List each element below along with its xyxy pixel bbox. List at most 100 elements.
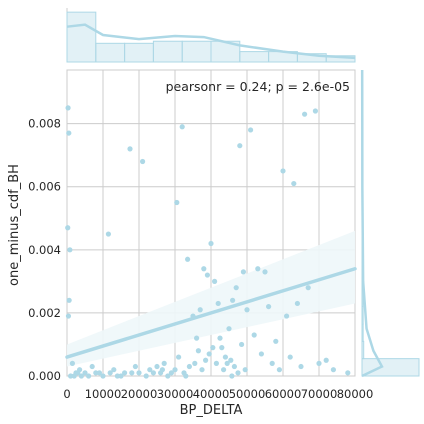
regression-ci-band <box>67 230 355 367</box>
regression-line-group <box>65 266 357 359</box>
scatter-point <box>68 373 74 379</box>
scatter-point <box>197 307 203 313</box>
right-marginal-histogram <box>360 69 420 378</box>
scatter-point <box>107 370 113 376</box>
scatter-point <box>165 373 171 379</box>
y-tick-labels: 0.000 0.002 0.004 0.006 0.008 <box>28 117 61 383</box>
top-hist-bar <box>152 40 183 63</box>
x-tick-label: 30000 <box>157 387 194 401</box>
scatter-point <box>224 360 230 366</box>
scatter-point <box>71 373 77 379</box>
x-tick-labels: 0 10000 20000 30000 40000 50000 60000 70000 8000… <box>63 387 373 401</box>
scatter-point <box>219 345 225 351</box>
y-tick-label: 0.002 <box>28 306 61 320</box>
top-hist-bar <box>66 11 97 63</box>
scatter-point <box>192 360 198 366</box>
scatter-point <box>280 168 286 174</box>
scatter-point <box>206 351 212 357</box>
scatter-point <box>201 266 207 272</box>
scatter-point <box>127 146 133 152</box>
scatter-point <box>233 285 239 291</box>
top-hist-bar <box>181 40 212 63</box>
x-tick-label: 50000 <box>229 387 266 401</box>
scatter-point <box>111 367 117 373</box>
scatter-point <box>231 363 237 370</box>
scatter-point <box>199 367 205 373</box>
x-tick-label: 60000 <box>265 387 302 401</box>
scatter-point <box>215 300 221 307</box>
scatter-point <box>262 269 268 275</box>
x-tick-label: 40000 <box>193 387 230 401</box>
scatter-point <box>251 332 257 338</box>
scatter-point <box>212 278 218 284</box>
scatter-point <box>65 105 71 111</box>
scatter-point <box>240 269 246 275</box>
scatter-point <box>269 360 275 366</box>
scatter-point <box>255 266 261 272</box>
scatter-point <box>66 130 72 136</box>
scatter-point <box>147 367 153 373</box>
scatter-point <box>298 363 304 370</box>
scatter-point <box>129 370 135 376</box>
scatter-point <box>66 297 72 303</box>
scatter-point <box>78 373 84 379</box>
top-hist-bar <box>124 42 154 63</box>
scatter-point <box>237 143 243 149</box>
scatter-point <box>276 367 282 373</box>
scatter-point <box>174 199 180 206</box>
scatter-point <box>168 370 174 376</box>
confidence-band <box>67 230 355 367</box>
x-tick-label: 70000 <box>301 387 338 401</box>
scatter-point <box>287 354 293 360</box>
scatter-point <box>316 360 322 366</box>
scatter-point <box>118 373 124 379</box>
regression-line <box>65 266 357 359</box>
scatter-point <box>330 367 336 373</box>
grid-lines <box>66 69 356 377</box>
pearson-annotation: pearsonr = 0.24; p = 2.6e-05 <box>166 79 350 94</box>
y-tick-label: 0.006 <box>28 180 61 194</box>
scatter-point <box>291 180 297 187</box>
scatter-point <box>82 370 88 376</box>
scatter-point <box>312 108 318 114</box>
scatter-point <box>345 370 351 376</box>
main-panel-frame <box>66 69 356 377</box>
scatter-point <box>183 373 189 379</box>
scatter-point <box>154 363 160 370</box>
scatter-point <box>235 370 241 376</box>
scatter-point <box>132 363 138 370</box>
scatter-point <box>86 373 92 379</box>
scatter-point <box>213 360 219 366</box>
scatter-point <box>244 307 250 313</box>
scatter-point <box>242 367 248 373</box>
scatter-point <box>222 354 228 360</box>
main-scatter-panel: 0 10000 20000 30000 40000 50000 60000 70000 8000… <box>28 69 373 401</box>
scatter-point <box>284 313 290 319</box>
scatter-point <box>179 124 185 130</box>
scatter-point <box>172 367 178 373</box>
scatter-point <box>105 231 111 237</box>
scatter-point <box>122 370 128 376</box>
scatter-point <box>186 363 192 370</box>
y-tick-label: 0.008 <box>28 117 61 131</box>
scatter-point <box>203 357 209 363</box>
right-kde-curve <box>360 69 384 378</box>
y-axis-label: one_minus_cdf_BH <box>7 164 22 286</box>
x-tick-label: 10000 <box>85 387 122 401</box>
scatter-points <box>65 105 351 379</box>
right-hist-bar <box>361 323 364 342</box>
scatter-point <box>273 338 279 344</box>
scatter-point <box>204 272 210 278</box>
scatter-point <box>100 373 106 379</box>
scatter-point <box>89 363 95 370</box>
scatter-point <box>185 256 191 262</box>
x-axis-label: BP_DELTA <box>180 403 243 418</box>
y-tick-label: 0.000 <box>28 369 61 383</box>
scatter-point <box>217 335 223 341</box>
scatter-point <box>75 370 81 376</box>
top-hist-bar <box>239 51 270 63</box>
scatter-point <box>65 313 72 319</box>
top-marginal-histogram <box>66 8 356 63</box>
scatter-point <box>69 360 75 366</box>
